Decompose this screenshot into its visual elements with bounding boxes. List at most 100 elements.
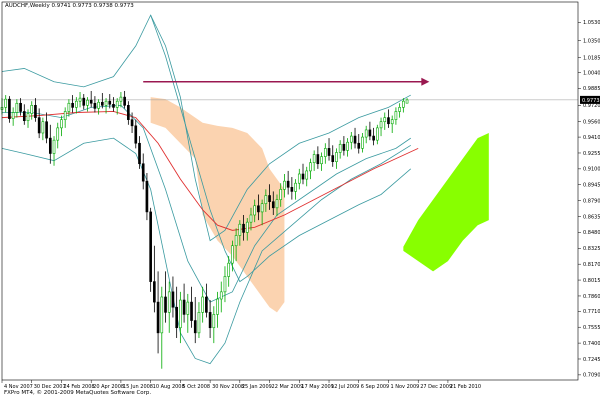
candle-body-79 (294, 182, 297, 192)
candle-body-44 (164, 296, 167, 313)
candle-body-69 (257, 205, 260, 213)
candle-body-62 (231, 245, 234, 264)
candle-body-104 (387, 117, 390, 125)
candle-body-1 (4, 98, 8, 108)
candle-body-20 (75, 100, 78, 108)
candle-body-52 (193, 320, 197, 334)
indicator-line-cyan (150, 14, 412, 283)
candle-body-6 (22, 111, 26, 121)
candle-body-68 (253, 205, 257, 216)
candle-body-11 (41, 121, 45, 134)
candle-body-3 (11, 112, 15, 119)
x-tick-label-15: 21 Feb 2010 (450, 384, 481, 390)
candle-body-72 (268, 195, 271, 202)
candle-body-105 (390, 119, 394, 125)
candle-body-60 (223, 276, 227, 293)
candle-body-108 (402, 100, 405, 108)
resistance-arrow-layer (143, 77, 430, 86)
y-tick-label-16: 0.8015 (583, 278, 600, 284)
y-tick-label-5: 0.9720 (583, 103, 600, 109)
x-tick-label-5: 10 Aug 2008 (153, 384, 185, 390)
x-tick-label-6: 5 Oct 2008 (182, 384, 210, 390)
x-tick-label-7: 30 Nov 2008 (212, 384, 244, 390)
candle-body-10 (37, 117, 41, 134)
x-tick-label-13: 1 Nov 2009 (390, 384, 419, 390)
x-tick-label-11: 12 Jul 2009 (331, 384, 359, 390)
candle-body-8 (30, 105, 34, 114)
candle-body-46 (171, 291, 175, 308)
candle-body-76 (283, 180, 286, 190)
candle-body-4 (15, 102, 19, 113)
candle-body-45 (167, 291, 171, 313)
candle-body-97 (361, 136, 364, 149)
candle-body-33 (123, 96, 126, 106)
candle-body-48 (179, 299, 182, 329)
candle-body-21 (78, 97, 82, 102)
candle-body-89 (331, 155, 335, 162)
candle-body-109 (405, 99, 409, 104)
candle-body-84 (312, 154, 316, 164)
candle-body-47 (175, 306, 178, 329)
candle-body-73 (271, 201, 275, 209)
candle-body-31 (115, 100, 119, 108)
y-tick-label-6: 0.9560 (583, 120, 600, 126)
candle-body-2 (8, 98, 11, 119)
y-tick-label-7: 0.9410 (583, 135, 600, 141)
candle-body-99 (368, 129, 372, 137)
candle-body-41 (153, 281, 156, 303)
candle-body-88 (327, 148, 331, 156)
y-tick-label-15: 0.8170 (583, 262, 600, 268)
candle-body-65 (242, 223, 245, 233)
candle-body-93 (346, 141, 349, 151)
candle-body-107 (398, 107, 401, 112)
y-tick-label-9: 0.9100 (583, 167, 600, 173)
candle-body-28 (104, 100, 108, 106)
x-tick-label-14: 27 Dec 2009 (420, 384, 452, 390)
bollinger-lower-band (1, 137, 411, 365)
y-tick-label-8: 0.9255 (583, 151, 600, 157)
candle-body-63 (234, 235, 238, 247)
axes-layer: 1.0530 1.0350 1.0185 1.0040 0.9885 0.9720 0.95… (1, 1, 600, 390)
candle-body-39 (145, 180, 149, 213)
moving-average-red (1, 111, 419, 231)
candle-body-58 (216, 298, 219, 315)
candle-body-19 (71, 102, 74, 108)
y-tick-label-10: 0.8945 (583, 183, 600, 189)
x-tick-label-1: 30 Dec 2007 (34, 384, 66, 390)
candle-body-13 (48, 137, 52, 154)
y-tick-label-19: 0.7555 (583, 325, 600, 331)
y-tick-label-21: 0.7245 (583, 357, 600, 363)
candle-body-27 (101, 101, 104, 106)
candle-body-40 (149, 211, 152, 282)
x-tick-label-10: 17 May 2009 (301, 384, 334, 390)
candle-body-91 (338, 143, 342, 153)
x-tick-label-8: 25 Jan 2009 (242, 384, 272, 390)
candle-body-7 (26, 113, 30, 121)
y-tick-label-11: 0.8790 (583, 198, 600, 204)
x-tick-label-3: 20 Apr 2008 (93, 384, 124, 390)
candle-body-95 (353, 135, 357, 144)
candle-body-57 (212, 314, 216, 329)
candle-body-86 (320, 156, 323, 165)
candle-body-53 (197, 312, 201, 334)
y-tick-label-12: 0.8635 (583, 214, 600, 220)
candle-body-55 (205, 296, 208, 313)
candle-body-59 (219, 291, 223, 300)
x-tick-label-4: 15 Jun 2008 (123, 384, 153, 390)
candle-body-29 (108, 100, 112, 105)
candle-body-37 (138, 142, 141, 165)
candle-body-71 (264, 195, 268, 205)
candle-body-101 (376, 127, 379, 141)
candle-body-70 (260, 203, 264, 213)
candle-body-56 (208, 312, 212, 329)
candle-body-30 (112, 103, 115, 108)
candle-body-74 (275, 199, 279, 209)
candle-body-50 (186, 301, 190, 315)
ichimoku-cloud-bearish (150, 97, 285, 313)
symbol-header: AUDCHF,Weekly 0.9741 0.9773 0.9738 0.977… (5, 3, 134, 9)
candle-body-25 (93, 102, 97, 109)
candle-body-83 (309, 162, 312, 172)
y-tick-label-2: 1.0185 (583, 55, 600, 61)
